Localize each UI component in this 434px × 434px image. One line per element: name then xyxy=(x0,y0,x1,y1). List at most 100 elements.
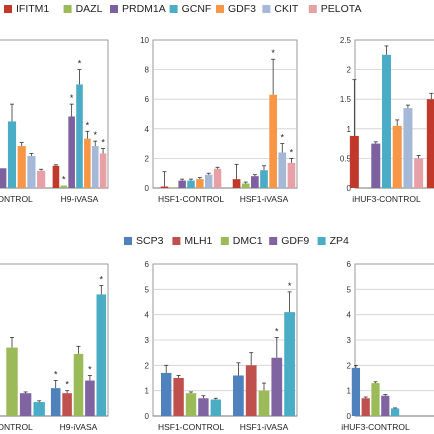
significance-star: * xyxy=(86,120,90,130)
bar-gcnf xyxy=(76,84,83,188)
y-tick-label: 1 xyxy=(347,125,352,134)
y-tick-label: 0.5 xyxy=(340,154,352,163)
bar-gdf3 xyxy=(269,94,277,188)
category-label: HSF1-CONTROL xyxy=(158,194,224,204)
bar-mlh1 xyxy=(62,393,72,416)
chart-panel-bottom-left: CONTROL H9-iVASA * * * * xyxy=(0,263,109,432)
legend-swatch xyxy=(110,5,118,13)
y-tick-label: 1.5 xyxy=(340,95,352,104)
chart-panels: CONTROLH9-iVASA******0246810HSF1-CONTROL… xyxy=(0,36,434,432)
bar-gdf9 xyxy=(19,393,32,416)
y-tick-label: 4 xyxy=(347,311,352,320)
bar-gdf9 xyxy=(381,395,390,416)
y-tick-label: 6 xyxy=(145,260,150,269)
bar-dmc1 xyxy=(185,393,197,416)
bar-zp4 xyxy=(284,312,295,416)
category-label: HSF1-CONTROL xyxy=(158,422,224,432)
bar-zp4 xyxy=(96,294,107,416)
bar-gcnf xyxy=(7,121,17,188)
bar-dmc1 xyxy=(258,390,270,416)
bar-gdf3 xyxy=(17,146,26,188)
y-tick-label: 1 xyxy=(347,387,352,396)
chart-panel-top-left: CONTROLH9-iVASA****** xyxy=(0,39,109,204)
y-tick-label: 0 xyxy=(145,184,150,193)
significance-star: * xyxy=(54,370,58,380)
bar-gdf9 xyxy=(85,380,95,416)
legend-swatch xyxy=(220,237,229,245)
legend-label: GCNF xyxy=(182,3,212,15)
bar-ckit xyxy=(204,174,213,188)
significance-star: * xyxy=(290,147,294,157)
legend-bottom: SCP3 MLH1 DMC1 GDF9 ZP4 xyxy=(124,235,349,247)
category-label: iHUF3-CONTROL xyxy=(352,194,421,204)
legend-swatch xyxy=(216,5,224,13)
y-tick-label: 4 xyxy=(145,125,150,134)
bar-ifitm1 xyxy=(349,135,359,188)
category-label: HSF1-iVASA xyxy=(240,422,289,432)
bar-scp3 xyxy=(160,372,172,416)
category-label: iHUF3-CONTROL xyxy=(341,422,410,432)
legend-swatch xyxy=(124,237,132,245)
legend-swatch xyxy=(63,5,72,13)
legend-label: PRDM1A xyxy=(122,3,166,15)
bar-scp3 xyxy=(351,367,361,416)
legend-label: GDF9 xyxy=(281,235,309,247)
bar-scp3 xyxy=(233,375,244,416)
bar-ifitm1 xyxy=(52,165,60,188)
significance-star: * xyxy=(70,93,74,103)
legend-top: IFITM1 DAZL PRDM1A GCNF GDF3 CKIT PELOTA xyxy=(4,3,361,15)
bar-pelota xyxy=(99,153,107,188)
bar-gdf3 xyxy=(196,179,204,188)
y-tick-label: 0 xyxy=(347,412,352,421)
bar-prdm1a xyxy=(0,168,7,188)
bar-prdm1a xyxy=(371,143,381,188)
bar-pelota xyxy=(37,170,46,188)
category-label: H9-iVASA xyxy=(61,194,99,204)
legend-label: DMC1 xyxy=(233,235,263,247)
bar-pelota xyxy=(414,158,424,188)
y-tick-label: 5 xyxy=(145,285,150,294)
bar-ckit xyxy=(403,108,413,188)
bar-dazl xyxy=(60,185,68,188)
legend-swatch xyxy=(4,5,12,13)
y-tick-label: 0 xyxy=(347,184,352,193)
bar-dmc1 xyxy=(6,347,18,416)
y-tick-label: 3 xyxy=(145,336,150,345)
legend-swatch xyxy=(269,237,278,245)
legend-swatch xyxy=(308,5,317,13)
bar-prdm1a xyxy=(68,116,75,188)
bar-ckit xyxy=(27,155,36,188)
significance-star: * xyxy=(62,175,66,185)
significance-star: * xyxy=(88,364,92,374)
bar-pelota xyxy=(213,168,222,188)
y-tick-label: 1 xyxy=(145,387,150,396)
bar-scp3 xyxy=(50,388,61,416)
bar-ifitm1 xyxy=(426,99,434,188)
bar-zp4 xyxy=(210,399,222,416)
bar-gdf3 xyxy=(392,125,402,188)
bar-gdf3 xyxy=(84,138,91,188)
category-label: H9-iVASA xyxy=(60,422,98,432)
chart-panel-bottom-middle: 0 1 2 3 4 5 6 HSF1-CONTROL HSF1-iVASA * * xyxy=(145,260,298,432)
y-tick-label: 8 xyxy=(145,66,150,75)
bar-zp4 xyxy=(33,402,45,416)
y-tick-label: 6 xyxy=(145,95,150,104)
bar-dazl xyxy=(169,187,178,188)
significance-star: * xyxy=(288,281,292,291)
bar-gcnf xyxy=(382,54,391,188)
legend-label: CKIT xyxy=(274,3,299,15)
y-tick-label: 2.5 xyxy=(340,36,352,45)
bar-gcnf xyxy=(187,180,195,188)
legend-swatch xyxy=(317,237,326,245)
bar-ifitm1 xyxy=(232,179,241,188)
legend-label: IFITM1 xyxy=(16,3,49,15)
significance-star: * xyxy=(100,275,104,285)
y-tick-label: 2 xyxy=(347,66,352,75)
bar-prdm1a xyxy=(178,180,186,188)
bar-dazl xyxy=(241,183,250,188)
legend-label: MLH1 xyxy=(184,235,212,247)
bar-dmc1 xyxy=(371,383,380,416)
significance-star: * xyxy=(65,380,69,390)
